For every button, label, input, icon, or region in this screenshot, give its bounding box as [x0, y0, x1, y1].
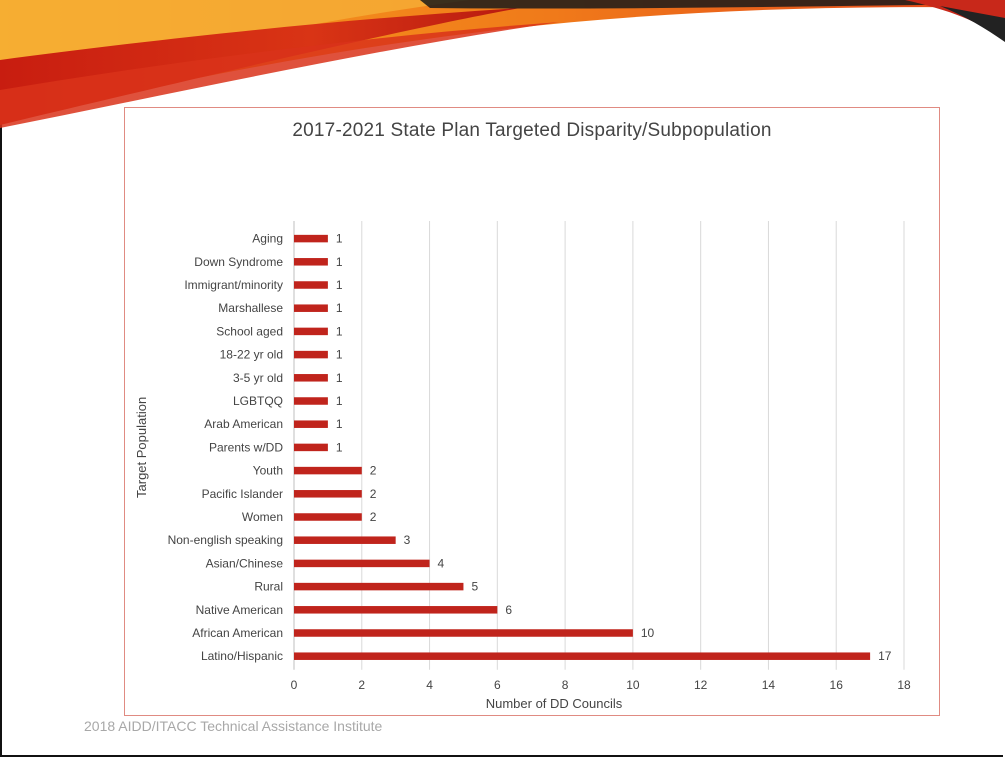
category-label: Parents w/DD: [209, 440, 283, 454]
bar: [294, 420, 328, 428]
x-axis-title: Number of DD Councils: [486, 696, 623, 711]
x-tick-label: 8: [562, 678, 569, 692]
category-label: School aged: [216, 324, 283, 338]
data-label: 6: [505, 603, 512, 617]
data-label: 5: [471, 580, 478, 594]
bar-chart: Aging 1 Down Syndrome 1 Immigrant/minority 1 M…: [134, 221, 911, 711]
category-label: 18-22 yr old: [220, 348, 283, 362]
bar: [294, 258, 328, 266]
category-label: Down Syndrome: [194, 255, 283, 269]
category-label: Women: [242, 510, 283, 524]
category-label: Immigrant/minority: [184, 278, 283, 292]
x-tick-label: 4: [426, 678, 433, 692]
data-label: 2: [370, 487, 377, 501]
bar: [294, 397, 328, 405]
category-label: Latino/Hispanic: [201, 649, 283, 663]
data-label: 1: [336, 255, 343, 269]
bar: [294, 374, 328, 382]
category-label: Native American: [196, 603, 283, 617]
data-label: 1: [336, 301, 343, 315]
bar: [294, 582, 464, 591]
bar: [294, 350, 328, 359]
category-label: Pacific Islander: [202, 487, 283, 501]
category-label: African American: [192, 626, 283, 640]
category-label: LGBTQQ: [233, 394, 283, 408]
data-label: 1: [336, 324, 343, 338]
bar: [294, 652, 871, 660]
data-label: 1: [336, 232, 343, 246]
data-label: 2: [370, 464, 377, 478]
bar: [294, 490, 362, 498]
category-label: Non-english speaking: [168, 533, 283, 547]
data-label: 10: [641, 626, 655, 640]
category-label: 3-5 yr old: [233, 371, 283, 385]
bar: [294, 536, 396, 544]
data-label: 1: [336, 278, 343, 292]
category-label: Aging: [252, 232, 283, 246]
x-tick-label: 6: [494, 678, 501, 692]
data-label: 1: [336, 440, 343, 454]
bar: [294, 281, 328, 289]
category-label: Youth: [253, 464, 283, 478]
bar: [294, 559, 430, 568]
data-label: 17: [878, 649, 892, 663]
data-label: 4: [438, 556, 445, 570]
data-label: 1: [336, 417, 343, 431]
bar: [294, 443, 328, 452]
x-tick-label: 0: [291, 678, 298, 692]
x-tick-label: 18: [897, 678, 911, 692]
bar: [294, 513, 362, 521]
data-label: 1: [336, 348, 343, 362]
bar: [294, 304, 328, 312]
category-label: Arab American: [204, 417, 283, 431]
x-tick-label: 16: [830, 678, 844, 692]
bar: [294, 629, 633, 637]
data-label: 2: [370, 510, 377, 524]
category-label: Asian/Chinese: [206, 556, 284, 570]
data-label: 1: [336, 371, 343, 385]
footer-text: 2018 AIDD/ITACC Technical Assistance Ins…: [84, 718, 383, 734]
slide-banner-decoration: [0, 0, 1005, 128]
y-axis-title: Target Population: [134, 397, 149, 498]
category-label: Rural: [254, 580, 283, 594]
data-label: 1: [336, 394, 343, 408]
chart-title: 2017-2021 State Plan Targeted Disparity/…: [292, 120, 772, 141]
category-label: Marshallese: [218, 301, 283, 315]
bar: [294, 606, 498, 614]
bar: [294, 234, 328, 243]
bar: [294, 466, 362, 475]
data-label: 3: [404, 533, 411, 547]
x-tick-label: 2: [358, 678, 365, 692]
x-tick-label: 10: [626, 678, 640, 692]
chart-panel: 2017-2021 State Plan Targeted Disparity/…: [124, 107, 940, 716]
x-tick-label: 14: [762, 678, 776, 692]
bar: [294, 327, 328, 336]
x-tick-label: 12: [694, 678, 708, 692]
